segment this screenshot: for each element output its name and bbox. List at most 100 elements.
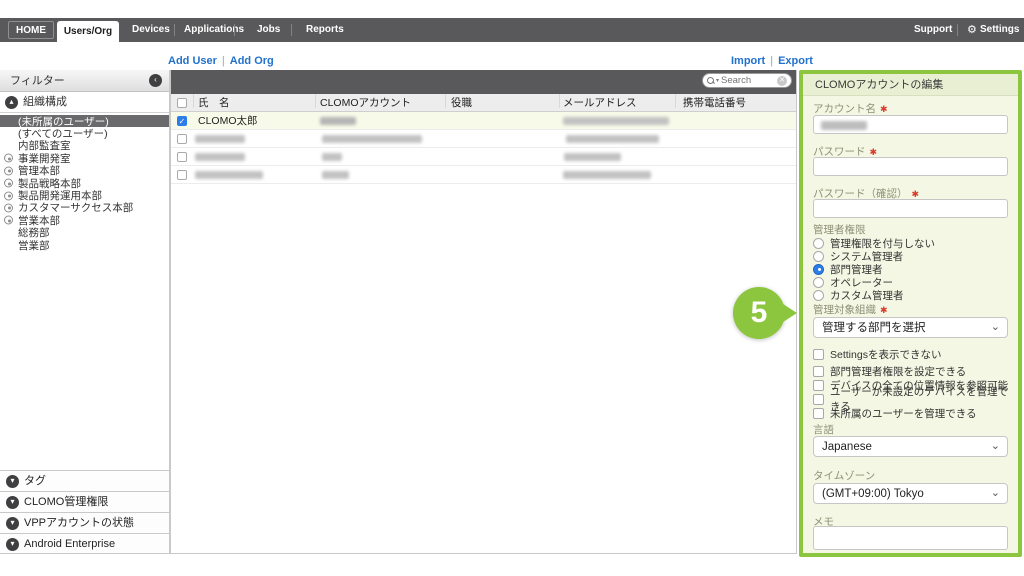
managed-org-select[interactable]: 管理する部門を選択 ⌄ <box>813 317 1008 338</box>
tree-item[interactable]: 営業部 <box>0 239 169 252</box>
section-android-enterprise[interactable]: ▾ Android Enterprise <box>0 533 170 554</box>
column-email[interactable]: メールアドレス <box>563 97 637 109</box>
tree-item-label: カスタマーサクセス本部 <box>18 202 134 215</box>
tree-item-label: (未所属のユーザー) <box>18 115 109 128</box>
row-checkbox[interactable] <box>177 134 187 144</box>
row-checkbox-checked[interactable]: ✓ <box>177 116 187 126</box>
expand-icon[interactable] <box>4 166 13 176</box>
radio-icon[interactable] <box>813 237 824 249</box>
tab-users-org[interactable]: Users/Org <box>57 21 119 44</box>
expand-icon[interactable] <box>4 215 13 225</box>
checkbox-icon[interactable] <box>813 348 824 360</box>
section-label: タグ <box>24 475 46 487</box>
search-input[interactable] <box>721 75 774 86</box>
memo-field[interactable] <box>813 526 1008 550</box>
radio-icon[interactable] <box>813 289 824 301</box>
section-org-structure[interactable]: ▴ 組織構成 <box>0 92 169 113</box>
user-name: CLOMO太郎 <box>198 115 258 127</box>
tab-jobs[interactable]: Jobs <box>257 24 281 35</box>
selected-value: (GMT+09:00) Tokyo <box>822 488 924 500</box>
table-row[interactable] <box>171 130 796 148</box>
redacted-account <box>322 171 349 179</box>
tab-devices[interactable]: Devices <box>132 24 170 35</box>
export-link[interactable]: Export <box>778 55 813 67</box>
tree-item[interactable]: 総務部 <box>0 227 169 239</box>
language-select[interactable]: Japanese ⌄ <box>813 436 1008 457</box>
checkbox-icon[interactable] <box>813 365 824 377</box>
add-user-link[interactable]: Add User <box>168 55 217 67</box>
table-row[interactable]: ✓ CLOMO太郎 <box>171 112 796 130</box>
radio-no-admin-rights[interactable]: 管理権限を付与しない <box>813 237 935 250</box>
checkbox-set-dept-admin[interactable]: 部門管理者権限を設定できる <box>813 365 966 378</box>
checkbox-manage-unset-devices[interactable]: ユーザーが未設定のデバイスを管理できる <box>813 386 1018 413</box>
tree-item[interactable]: 内部監査室 <box>0 140 169 152</box>
password-confirm-field[interactable] <box>813 199 1008 218</box>
tree-item[interactable]: 製品戦略本部 <box>0 177 169 190</box>
tree-item[interactable]: 事業開発室 <box>0 152 169 165</box>
expand-icon[interactable] <box>4 178 13 188</box>
radio-department-admin[interactable]: 部門管理者 <box>813 263 883 276</box>
radio-custom-admin[interactable]: カスタム管理者 <box>813 289 904 302</box>
chevron-up-icon[interactable]: ▴ <box>5 96 18 109</box>
tree-item[interactable]: 管理本部 <box>0 165 169 177</box>
add-org-link[interactable]: Add Org <box>229 55 274 67</box>
checkbox-icon[interactable] <box>813 393 824 405</box>
section-vpp-account-status[interactable]: ▾ VPPアカウントの状態 <box>0 512 170 533</box>
tab-home[interactable]: HOME <box>8 21 54 39</box>
import-link[interactable]: Import <box>731 55 766 67</box>
section-tags[interactable]: ▾ タグ <box>0 470 170 491</box>
password-field[interactable] <box>813 157 1008 176</box>
edit-account-panel: CLOMOアカウントの編集 アカウント名 ✱ パスワード ✱ パスワード（確認） ✱ … <box>799 70 1022 557</box>
chevron-down-icon[interactable]: ▾ <box>6 517 19 530</box>
expand-icon[interactable] <box>4 153 13 163</box>
column-name[interactable]: 氏 名 <box>198 97 230 109</box>
support-link[interactable]: Support <box>914 24 953 35</box>
column-clomo-account[interactable]: CLOMOアカウント <box>320 97 412 109</box>
checkbox-hide-settings[interactable]: Settingsを表示できない <box>813 348 941 361</box>
tab-applications[interactable]: Applications <box>184 24 245 35</box>
required-icon: ✱ <box>880 305 888 315</box>
tree-item-unassigned-users[interactable]: (未所属のユーザー) <box>0 115 169 128</box>
checkbox-icon[interactable] <box>813 379 824 391</box>
section-clomo-admin-rights[interactable]: ▾ CLOMO管理権限 <box>0 491 170 512</box>
redacted-name <box>195 153 245 161</box>
chevron-down-icon[interactable]: ▾ <box>6 538 19 551</box>
settings-link[interactable]: Settings <box>980 24 1020 35</box>
clear-search-icon[interactable]: ✕ <box>777 75 787 86</box>
radio-icon[interactable] <box>813 276 824 288</box>
expand-icon[interactable] <box>4 191 13 201</box>
radio-selected-icon[interactable] <box>813 263 824 275</box>
chevron-down-icon: ⌄ <box>990 440 1000 452</box>
tree-item[interactable]: 製品開発運用本部 <box>0 189 169 202</box>
column-role[interactable]: 役職 <box>451 97 472 109</box>
required-icon: ✱ <box>880 104 888 114</box>
row-checkbox[interactable] <box>177 170 187 180</box>
checkbox-icon[interactable] <box>813 407 824 419</box>
tab-reports[interactable]: Reports <box>306 24 344 35</box>
checkbox-manage-unassigned-users[interactable]: 未所属のユーザーを管理できる <box>813 407 977 420</box>
select-all-checkbox[interactable] <box>177 98 187 108</box>
tree-item[interactable]: カスタマーサクセス本部 <box>0 202 169 214</box>
account-name-field[interactable] <box>813 115 1008 134</box>
expand-icon[interactable] <box>4 203 13 213</box>
row-checkbox[interactable] <box>177 152 187 162</box>
tree-item-all-users[interactable]: (すべてのユーザー) <box>0 127 169 140</box>
redacted-email <box>563 171 651 179</box>
radio-operator[interactable]: オペレーター <box>813 276 893 289</box>
radio-icon[interactable] <box>813 250 824 262</box>
language-label: 言語 <box>813 424 834 436</box>
chevron-down-icon[interactable]: ▾ <box>6 475 19 488</box>
table-row[interactable] <box>171 148 796 166</box>
table-row[interactable] <box>171 166 796 184</box>
column-mobile-number[interactable]: 携帯電話番号 <box>683 97 746 109</box>
radio-system-admin[interactable]: システム管理者 <box>813 250 903 263</box>
timezone-select[interactable]: (GMT+09:00) Tokyo ⌄ <box>813 483 1008 504</box>
chevron-down-icon[interactable]: ▾ <box>6 496 19 509</box>
checkbox-label: 未所属のユーザーを管理できる <box>830 407 977 420</box>
search-caret-icon[interactable]: ▾ <box>716 78 720 84</box>
collapse-filter-icon[interactable]: ‹ <box>149 74 162 87</box>
required-icon: ✱ <box>869 147 878 157</box>
tree-item[interactable]: 営業本部 <box>0 214 169 227</box>
search-box[interactable]: ▾ ✕ <box>702 73 792 88</box>
checkbox-view-all-locations[interactable]: デバイスの全ての位置情報を参照可能 <box>813 379 1008 392</box>
